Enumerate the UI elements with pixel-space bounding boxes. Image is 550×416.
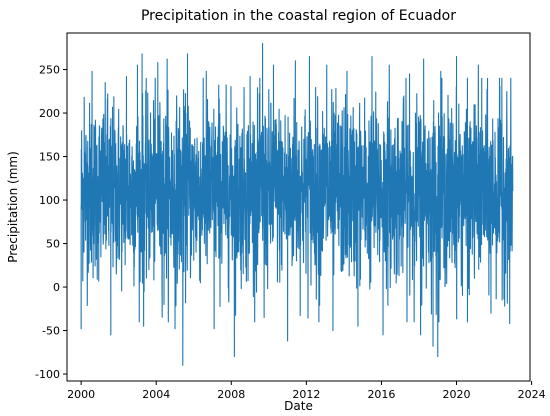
- y-axis: -100 -50 0 50 100 150 200 250: [35, 64, 67, 381]
- plot-area: [80, 42, 514, 366]
- x-axis-label: Date: [284, 399, 313, 413]
- x-tick-label: 2004: [142, 388, 170, 401]
- x-axis: 2000 2004 2008 2012 2016 2020 2024: [67, 381, 546, 401]
- plot-frame: [66, 32, 531, 382]
- y-tick-label: 0: [53, 281, 60, 294]
- y-tick-label: 250: [39, 64, 60, 77]
- x-tick-label: 2008: [217, 388, 245, 401]
- y-tick-label: 200: [39, 107, 60, 120]
- x-tick-label: 2024: [518, 388, 546, 401]
- chart-title: Precipitation in the coastal region of E…: [141, 8, 456, 24]
- x-tick-label: 2000: [67, 388, 95, 401]
- y-tick-label: -50: [42, 325, 60, 338]
- y-tick-label: 150: [39, 151, 60, 164]
- y-tick-label: 50: [46, 238, 60, 251]
- x-tick-label: 2012: [292, 388, 320, 401]
- series-line: [80, 42, 514, 366]
- x-tick-label: 2016: [367, 388, 395, 401]
- x-tick-label: 2020: [443, 388, 471, 401]
- y-axis-label: Precipitation (mm): [6, 151, 20, 263]
- y-tick-label: 100: [39, 194, 60, 207]
- y-tick-label: -100: [35, 368, 60, 381]
